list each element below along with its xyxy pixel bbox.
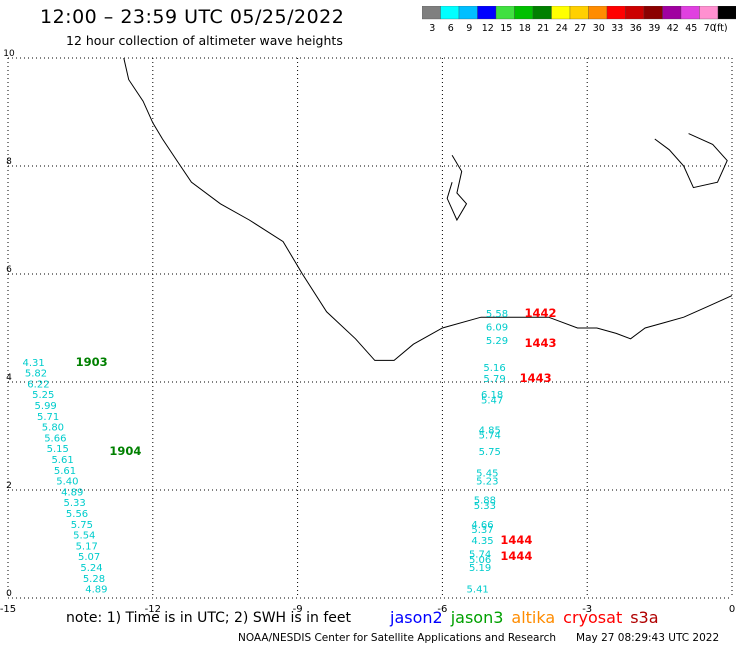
page-subtitle: 12 hour collection of altimeter wave hei… (66, 33, 343, 48)
swh-label: 5.80 (42, 423, 64, 434)
legend-jason3: jason3 (450, 608, 504, 627)
pass-time-label: 1442 (524, 306, 556, 320)
colorbar-label: 36 (630, 23, 642, 32)
colorbar-label: 24 (556, 23, 568, 32)
lake-outline (654, 133, 728, 189)
pass-time-label: 1444 (500, 549, 532, 563)
x-tick-label: -9 (293, 604, 303, 615)
y-tick-label: 8 (6, 157, 12, 167)
swh-label: 5.06 (469, 555, 491, 566)
colorbar-label: 70 (704, 23, 716, 32)
swh-label: 5.45 (476, 469, 498, 480)
swh-label: 5.47 (481, 396, 503, 407)
notes-text: note: 1) Time is in UTC; 2) SWH is in fe… (66, 610, 352, 626)
page-title: 12:00 – 23:59 UTC 05/25/2022 (40, 6, 345, 28)
pass-time-label: 1443 (520, 371, 552, 385)
swh-label: 5.24 (80, 563, 102, 574)
wave-observations: 4.315.826.225.255.995.715.805.665.155.61… (22, 309, 508, 595)
x-tick-label: -3 (582, 604, 592, 615)
swh-label: 5.54 (73, 531, 95, 542)
x-tick-label: 0 (729, 604, 735, 615)
swh-label: 5.40 (56, 477, 78, 488)
swh-label: 5.15 (47, 444, 69, 455)
swh-label: 5.61 (54, 466, 76, 477)
colorbar-label: 27 (574, 23, 586, 32)
footer-credit: NOAA/NESDIS Center for Satellite Applica… (238, 632, 720, 644)
legend-jason2: jason2 (390, 608, 443, 627)
colorbar-label: 15 (500, 23, 512, 32)
swh-label: 5.07 (78, 552, 100, 563)
swh-label: 5.33 (64, 498, 86, 509)
swh-label: 5.37 (471, 525, 493, 536)
swh-label: 5.56 (66, 509, 88, 520)
swh-label: 4.66 (471, 520, 493, 531)
colorbar-swatch (717, 6, 736, 20)
swh-label: 5.74 (479, 431, 501, 442)
satellite-legend: jason2 jason3 altika cryosat s3a (390, 608, 667, 627)
swh-label: 5.28 (83, 574, 105, 585)
colorbar-label: 45 (685, 23, 697, 32)
swh-label: 5.58 (486, 309, 508, 320)
pass-time-label: 1904 (109, 444, 141, 458)
x-tick-label: -6 (437, 604, 447, 615)
swh-label: 5.33 (474, 501, 496, 512)
pass-time-label: 1444 (500, 533, 532, 547)
colorbar-label: 21 (537, 23, 549, 32)
swh-label: 5.75 (71, 520, 93, 531)
map-canvas: -15 -12 -9 -6 -3 0 0 2 4 6 8 10 4.315.826.225.255.99… (0, 49, 735, 615)
swh-label: 5.41 (467, 585, 489, 596)
y-tick-label: 0 (6, 589, 12, 599)
pass-time-label: 1903 (76, 355, 108, 369)
swh-label: 6.18 (481, 390, 503, 401)
swh-label: 5.16 (483, 363, 505, 374)
swh-label: 6.22 (27, 379, 49, 390)
legend-cryosat: cryosat (563, 608, 623, 627)
swh-label: 5.82 (25, 369, 47, 380)
swh-label: 5.25 (32, 390, 54, 401)
swh-label: 5.17 (76, 541, 98, 552)
colorbar-label: 42 (667, 23, 679, 32)
colorbar-label: 18 (519, 23, 531, 32)
y-tick-label: 6 (6, 265, 12, 275)
y-tick-label: 2 (6, 481, 12, 491)
x-tick-label: -12 (145, 604, 161, 615)
swh-label: 4.85 (479, 425, 501, 436)
y-tick-label: 4 (6, 373, 12, 383)
colorbar-label: 3 (429, 23, 435, 32)
colorbar-label: 6 (448, 23, 454, 32)
y-tick-label: 10 (3, 49, 15, 59)
swh-label: 4.31 (22, 358, 44, 369)
colorbar-label: 30 (593, 23, 605, 32)
swh-label: 5.66 (44, 433, 66, 444)
colorbar: 3 6 9 12 15 18 21 24 27 30 33 36 39 42 45 70(ft) (422, 6, 736, 32)
swh-label: 4.89 (85, 585, 107, 596)
swh-label: 5.19 (469, 563, 491, 574)
swh-label: 5.23 (476, 477, 498, 488)
colorbar-label: 12 (482, 23, 494, 32)
swh-label: 5.75 (479, 447, 501, 458)
colorbar-label: 39 (648, 23, 660, 32)
legend-s3a: s3a (630, 608, 659, 627)
swh-label: 5.88 (474, 496, 496, 507)
legend-altika: altika (511, 608, 556, 627)
lake-outline (446, 154, 468, 222)
coastline (123, 57, 733, 361)
x-tick-label: -15 (0, 604, 16, 615)
colorbar-unit: (ft) (713, 23, 727, 32)
swh-label: 5.61 (51, 455, 73, 466)
colorbar-label: 33 (611, 23, 623, 32)
swh-label: 5.74 (469, 550, 491, 561)
pass-time-label: 1443 (524, 336, 556, 350)
swh-label: 4.35 (471, 536, 493, 547)
swh-label: 5.29 (486, 336, 508, 347)
swh-label: 6.09 (486, 323, 508, 334)
swh-label: 5.99 (35, 401, 57, 412)
pass-times: 1903 1904 1442 1443 1443 1444 1444 (76, 306, 557, 563)
swh-label: 5.79 (483, 374, 505, 385)
map-grid: -15 -12 -9 -6 -3 0 0 2 4 6 8 10 (0, 49, 735, 615)
swh-label: 4.89 (61, 487, 83, 498)
colorbar-label: 9 (466, 23, 472, 32)
swh-label: 5.71 (37, 412, 59, 423)
